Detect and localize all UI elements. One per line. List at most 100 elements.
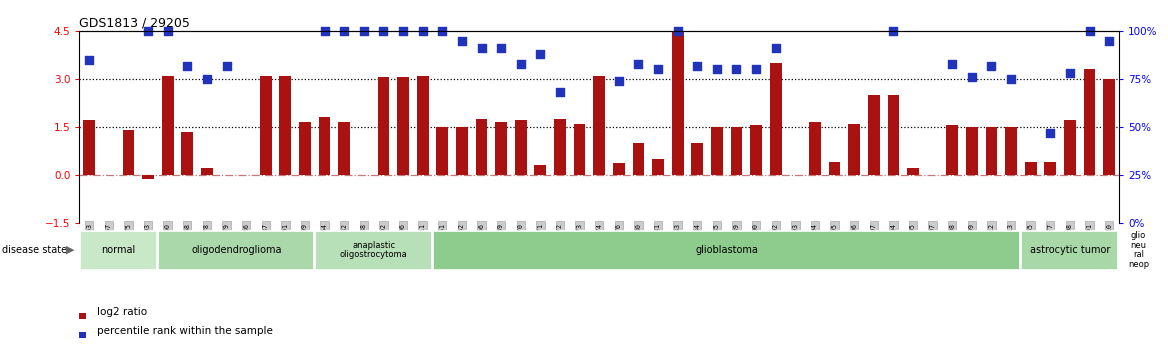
Bar (201, 168, 213, 175)
Point (1061, 70, 1079, 76)
Bar (848, 124, 860, 175)
Text: ▶: ▶ (67, 245, 75, 255)
Bar (750, 125, 762, 175)
Bar (573, 124, 585, 175)
Point (79, 57, 98, 62)
FancyBboxPatch shape (1022, 231, 1118, 269)
Bar (652, 159, 663, 175)
Bar (809, 122, 821, 175)
Bar (1006, 127, 1017, 175)
Bar (986, 127, 997, 175)
Point (630, 61, 648, 66)
Text: normal: normal (102, 245, 135, 255)
Bar (515, 120, 527, 175)
Point (648, 67, 667, 72)
Point (354, 28, 373, 34)
Point (512, 61, 530, 66)
Bar (613, 164, 625, 175)
FancyBboxPatch shape (81, 231, 158, 269)
Text: disease state: disease state (2, 245, 68, 255)
Point (962, 74, 981, 80)
Bar (1024, 162, 1036, 175)
Bar (142, 175, 154, 179)
Point (1041, 130, 1059, 135)
Bar (397, 77, 409, 175)
Bar (593, 76, 605, 175)
Text: GDS1813 / 29205: GDS1813 / 29205 (79, 17, 190, 30)
Point (315, 28, 334, 34)
Point (943, 61, 961, 66)
Point (335, 28, 354, 34)
Text: oligodendroglioma: oligodendroglioma (192, 245, 281, 255)
Bar (181, 131, 193, 175)
Point (178, 63, 196, 68)
Bar (417, 76, 429, 175)
Bar (437, 127, 449, 175)
FancyBboxPatch shape (159, 231, 314, 269)
Point (982, 63, 1001, 68)
Bar (711, 127, 723, 175)
Text: glio
neu
ral
neop: glio neu ral neop (1128, 231, 1149, 269)
Point (492, 46, 510, 51)
Bar (731, 127, 743, 175)
Bar (1064, 120, 1076, 175)
Bar (946, 125, 958, 175)
Bar (279, 76, 291, 175)
Bar (83, 120, 95, 175)
Bar (770, 63, 781, 175)
Bar (299, 122, 311, 175)
Point (708, 67, 726, 72)
Bar (691, 143, 703, 175)
Point (610, 78, 628, 83)
Point (531, 51, 550, 57)
Bar (1084, 69, 1096, 175)
Bar (1044, 162, 1056, 175)
Bar (162, 76, 174, 175)
Point (139, 28, 158, 34)
Bar (456, 127, 467, 175)
Bar (828, 162, 841, 175)
Point (728, 67, 746, 72)
Point (394, 28, 412, 34)
Bar (535, 165, 547, 175)
Point (413, 28, 432, 34)
Bar (339, 122, 350, 175)
Point (550, 90, 569, 95)
Bar (123, 130, 134, 175)
Bar (1104, 79, 1115, 175)
Bar (966, 127, 978, 175)
Bar (888, 95, 899, 175)
Text: astrocytic tumor: astrocytic tumor (1030, 245, 1110, 255)
Point (433, 28, 452, 34)
Point (217, 63, 236, 68)
Point (668, 28, 687, 34)
Bar (475, 119, 487, 175)
FancyBboxPatch shape (315, 231, 432, 269)
Bar (377, 77, 389, 175)
Point (472, 46, 491, 51)
FancyBboxPatch shape (433, 231, 1021, 269)
Bar (319, 117, 331, 175)
Bar (259, 76, 272, 175)
Point (1100, 38, 1119, 43)
Text: glioblastoma: glioblastoma (695, 245, 758, 255)
Point (746, 67, 765, 72)
Text: anaplastic
oligostrocytoma: anaplastic oligostrocytoma (340, 241, 408, 259)
Point (159, 28, 178, 34)
Point (766, 46, 785, 51)
Bar (554, 119, 565, 175)
Point (374, 28, 392, 34)
Point (197, 76, 216, 82)
Point (452, 38, 471, 43)
Text: log2 ratio: log2 ratio (97, 307, 147, 317)
Bar (633, 143, 645, 175)
Bar (868, 95, 880, 175)
Text: percentile rank within the sample: percentile rank within the sample (97, 326, 273, 336)
Bar (495, 122, 507, 175)
Point (1002, 76, 1021, 82)
Point (1080, 28, 1099, 34)
Bar (672, 31, 683, 175)
Bar (908, 168, 919, 175)
Point (884, 28, 903, 34)
FancyBboxPatch shape (1120, 231, 1157, 269)
